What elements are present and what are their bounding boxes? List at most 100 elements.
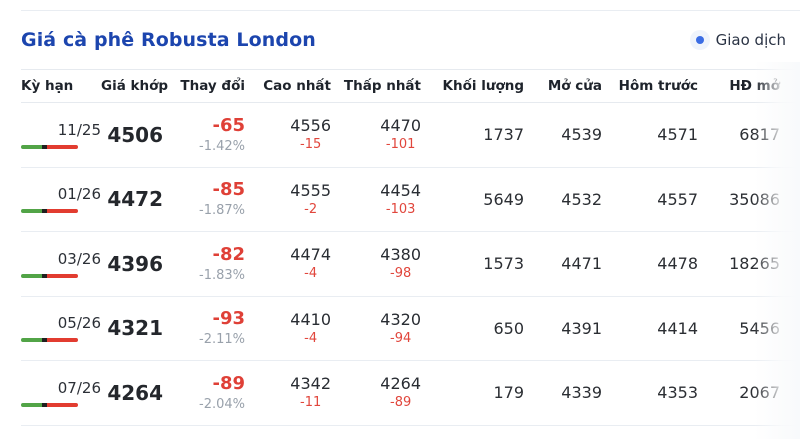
high-value: 4342: [290, 374, 331, 394]
matched-price: 4396: [107, 251, 163, 276]
low-value: 4454: [380, 180, 421, 200]
matched-price: 4506: [107, 122, 163, 147]
term-label: 03/26: [57, 249, 101, 268]
prev-value: 4478: [657, 254, 698, 274]
low-cell: 4470 -101: [331, 116, 421, 153]
table-row[interactable]: 03/26 4396 -82 -1.83% 4474 -4 4380 -98 1…: [21, 232, 800, 297]
low-value: 4380: [380, 245, 421, 265]
high-diff: -15: [300, 137, 322, 153]
term-cell: 11/25: [21, 121, 101, 149]
low-cell: 4380 -98: [331, 245, 421, 282]
low-value: 4470: [380, 116, 421, 136]
change-value: -85: [212, 179, 245, 201]
high-value: 4474: [290, 245, 331, 265]
high-cell: 4342 -11: [245, 374, 331, 411]
change-value: -82: [212, 243, 245, 265]
low-diff: -98: [390, 266, 412, 282]
high-cell: 4474 -4: [245, 245, 331, 282]
open-interest-value: 35086: [729, 189, 780, 209]
volume-value: 179: [493, 383, 524, 403]
trading-status-badge[interactable]: Giao dịch: [689, 30, 786, 50]
term-cell: 03/26: [21, 250, 101, 278]
col-header-volume: Khối lượng: [442, 78, 524, 94]
matched-price: 4264: [107, 380, 163, 405]
open-value: 4339: [561, 383, 602, 403]
col-header-high: Cao nhất: [263, 78, 331, 94]
price-range-bar: [21, 338, 78, 343]
col-header-term: Kỳ hạn: [21, 78, 74, 94]
prev-value: 4353: [657, 383, 698, 403]
term-label: 01/26: [57, 185, 101, 204]
low-diff: -94: [390, 330, 412, 346]
change-percent: -2.04%: [199, 396, 245, 412]
low-cell: 4454 -103: [331, 180, 421, 217]
prev-value: 4557: [657, 189, 698, 209]
open-value: 4532: [561, 189, 602, 209]
volume-value: 5649: [483, 189, 524, 209]
page-title: Giá cà phê Robusta London: [21, 29, 316, 51]
prev-value: 4571: [657, 125, 698, 145]
low-cell: 4320 -94: [331, 309, 421, 346]
panel-header: Giá cà phê Robusta London Giao dịch: [21, 11, 800, 69]
open-interest-value: 5456: [739, 318, 780, 338]
term-cell: 05/26: [21, 314, 101, 343]
change-value: -93: [212, 308, 245, 330]
volume-value: 650: [493, 318, 524, 338]
table-row[interactable]: 07/26 4264 -89 -2.04% 4342 -11 4264 -89 …: [21, 361, 800, 426]
change-percent: -1.42%: [199, 138, 245, 154]
col-header-prev: Hôm trước: [618, 78, 698, 94]
table-header-row: Kỳ hạn Giá khớp Thay đổi Cao nhất Thấp n…: [21, 69, 800, 103]
term-label: 05/26: [57, 314, 101, 333]
term-cell: 07/26: [21, 379, 101, 407]
price-range-bar: [21, 144, 78, 149]
high-diff: -2: [304, 201, 318, 217]
table-row[interactable]: 11/25 4506 -65 -1.42% 4556 -15 4470 -101…: [21, 103, 800, 168]
col-header-change: Thay đổi: [180, 78, 245, 94]
low-value: 4264: [380, 374, 421, 394]
high-value: 4555: [290, 180, 331, 200]
low-diff: -101: [385, 137, 416, 153]
matched-price: 4472: [107, 187, 163, 212]
change-cell: -89 -2.04%: [163, 372, 245, 412]
high-cell: 4555 -2: [245, 180, 331, 217]
change-value: -65: [212, 114, 245, 136]
change-cell: -85 -1.87%: [163, 180, 245, 218]
low-diff: -103: [385, 201, 416, 217]
table-row[interactable]: 01/26 4472 -85 -1.87% 4555 -2 4454 -103 …: [21, 168, 800, 232]
col-header-open-interest: HĐ mở: [729, 78, 780, 94]
low-cell: 4264 -89: [331, 374, 421, 410]
high-diff: -4: [304, 330, 318, 346]
high-value: 4556: [290, 116, 331, 136]
open-value: 4471: [561, 254, 602, 274]
prev-value: 4414: [657, 318, 698, 338]
matched-price: 4321: [107, 316, 163, 341]
high-diff: -4: [304, 266, 318, 282]
high-diff: -11: [300, 395, 322, 411]
high-cell: 4556 -15: [245, 116, 331, 153]
volume-value: 1737: [483, 125, 524, 145]
col-header-open: Mở cửa: [547, 78, 602, 94]
change-cell: -65 -1.42%: [163, 114, 245, 154]
open-value: 4539: [561, 125, 602, 145]
price-range-bar: [21, 273, 78, 278]
col-header-low: Thấp nhất: [343, 78, 421, 94]
change-value: -89: [212, 372, 245, 394]
change-cell: -82 -1.83%: [163, 243, 245, 283]
open-interest-value: 2067: [739, 383, 780, 403]
badge-label: Giao dịch: [715, 31, 786, 49]
volume-value: 1573: [483, 254, 524, 274]
change-percent: -2.11%: [199, 332, 245, 348]
change-percent: -1.87%: [199, 203, 245, 219]
price-range-bar: [21, 402, 78, 407]
change-percent: -1.83%: [199, 267, 245, 283]
open-interest-value: 6817: [739, 125, 780, 145]
price-range-bar: [21, 209, 78, 214]
col-header-price: Giá khớp: [101, 78, 169, 94]
high-cell: 4410 -4: [245, 309, 331, 346]
table-row[interactable]: 05/26 4321 -93 -2.11% 4410 -4 4320 -94 6…: [21, 297, 800, 361]
high-value: 4410: [290, 309, 331, 329]
top-divider: [21, 10, 800, 11]
low-value: 4320: [380, 309, 421, 329]
change-cell: -93 -2.11%: [163, 309, 245, 347]
